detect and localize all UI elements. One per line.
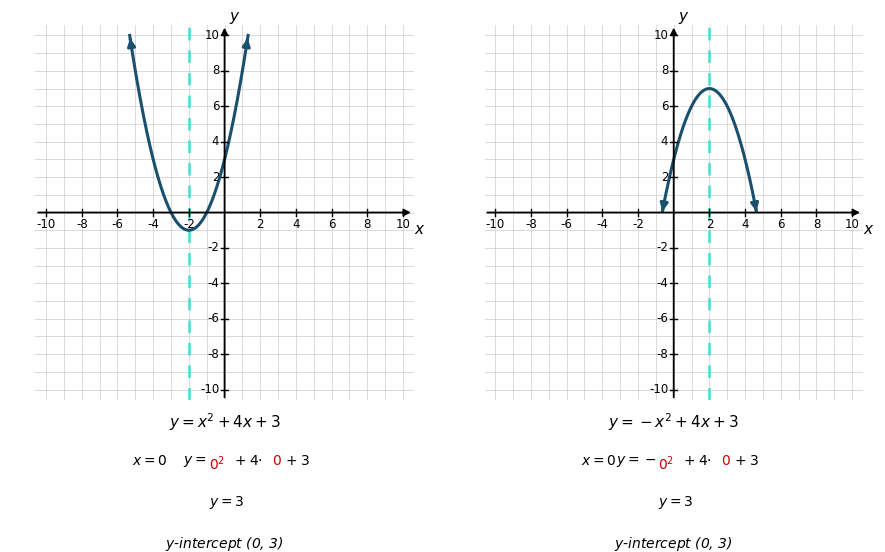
Text: $y = -x^2 + 4x + 3$: $y = -x^2 + 4x + 3$ [609,411,739,433]
Text: 8: 8 [661,65,668,77]
Text: -2: -2 [207,241,219,254]
Text: 2: 2 [705,218,713,231]
Text: 4: 4 [212,135,219,148]
Text: -10: -10 [649,383,668,396]
Text: -4: -4 [596,218,608,231]
Text: -10: -10 [36,218,56,231]
Text: 8: 8 [212,65,219,77]
Text: 6: 6 [328,218,335,231]
Text: 6: 6 [212,100,219,113]
Text: 6: 6 [661,100,668,113]
Text: -8: -8 [76,218,88,231]
Text: 2: 2 [212,171,219,184]
Text: 4: 4 [661,135,668,148]
Text: x: x [415,222,424,237]
Text: $y = 3$: $y = 3$ [658,494,693,511]
Text: $y = -$: $y = -$ [616,454,656,469]
Text: -4: -4 [207,277,219,290]
Text: 4: 4 [742,218,749,231]
Text: -8: -8 [525,218,537,231]
Text: 10: 10 [396,218,411,231]
Text: -10: -10 [200,383,219,396]
Text: ${}+ 4 {\cdot}$: ${}+ 4 {\cdot}$ [232,454,263,468]
Text: -10: -10 [486,218,504,231]
Text: -4: -4 [147,218,159,231]
Text: 10: 10 [844,218,859,231]
Text: y: y [678,9,687,24]
Text: $x = 0$: $x = 0$ [132,454,167,468]
Text: -8: -8 [657,348,668,360]
Text: $0$: $0$ [273,454,282,468]
Text: $x = 0$: $x = 0$ [581,454,616,468]
Text: ${}+ 3$: ${}+ 3$ [283,454,310,468]
Text: y: y [229,9,238,24]
Text: -4: -4 [657,277,668,290]
Text: $y$-intercept (0, 3): $y$-intercept (0, 3) [165,535,284,552]
Text: 10: 10 [653,29,668,42]
Text: ${}+ 4 {\cdot}$: ${}+ 4 {\cdot}$ [681,454,712,468]
Text: -6: -6 [207,312,219,325]
Text: -2: -2 [657,241,668,254]
Text: $y = $: $y = $ [183,454,207,469]
Text: $0^2$: $0^2$ [209,454,225,473]
Text: 4: 4 [292,218,300,231]
Text: $0^2$: $0^2$ [658,454,674,473]
Text: -8: -8 [207,348,219,360]
Text: 8: 8 [812,218,820,231]
Text: -2: -2 [632,218,644,231]
Text: $0$: $0$ [721,454,731,468]
Text: ${}+ 3$: ${}+ 3$ [732,454,758,468]
Text: -6: -6 [112,218,123,231]
Text: $y = x^2 + 4x + 3$: $y = x^2 + 4x + 3$ [169,411,281,433]
Text: $y$-intercept (0, 3): $y$-intercept (0, 3) [614,535,733,552]
Text: 10: 10 [204,29,219,42]
Text: 6: 6 [777,218,784,231]
Text: x: x [864,222,873,237]
Text: $y = 3$: $y = 3$ [209,494,244,511]
Text: -6: -6 [657,312,668,325]
Text: 2: 2 [257,218,264,231]
Text: -2: -2 [183,218,195,231]
Text: 8: 8 [364,218,371,231]
Text: 2: 2 [661,171,668,184]
Text: -6: -6 [561,218,573,231]
